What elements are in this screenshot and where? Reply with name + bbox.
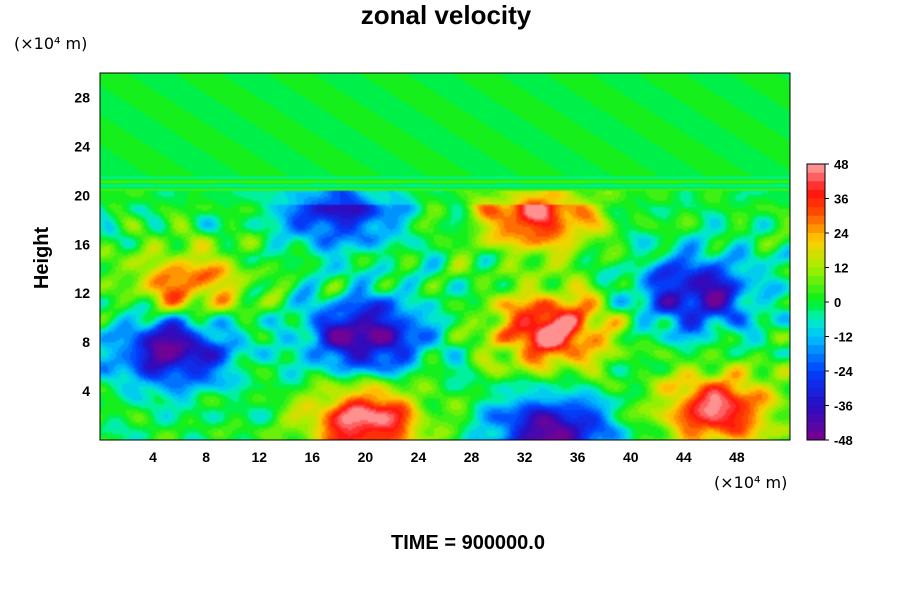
colorbar-band	[807, 310, 825, 320]
colorbar-tick-label: -36	[834, 399, 853, 414]
colorbar-band	[807, 241, 825, 251]
colorbar-tick-label: -24	[834, 364, 854, 379]
y-tick-label: 4	[82, 383, 90, 399]
x-axis-ticks: 4 8 12 16 20 24 28 32 36 40 44 48	[149, 449, 745, 465]
colorbar-band	[807, 207, 825, 216]
colorbar-ticks: -48 -36 -24 -12 0 12 24 36 48	[825, 157, 854, 448]
colorbar-band	[807, 233, 825, 242]
velocity-field	[100, 73, 790, 440]
x-tick-label: 16	[305, 449, 321, 465]
colorbar-tick-label: 12	[834, 261, 848, 276]
time-label: TIME = 900000.0	[391, 532, 545, 554]
colorbar-band	[807, 284, 825, 294]
colorbar-band	[807, 276, 825, 285]
y-tick-label: 24	[74, 138, 90, 154]
colorbar-tick-label: -12	[834, 330, 853, 345]
plot-area	[99, 72, 791, 441]
colorbar-band	[807, 414, 825, 423]
x-tick-label: 44	[676, 449, 692, 465]
y-tick-label: 20	[74, 187, 90, 203]
colorbar-tick-label: 24	[834, 226, 849, 241]
y-tick-label: 12	[74, 285, 90, 301]
colorbar-band	[807, 189, 825, 199]
colorbar-band	[807, 224, 825, 233]
x-tick-label: 4	[149, 449, 157, 465]
y-tick-label: 8	[82, 334, 90, 350]
colorbar-band	[807, 396, 825, 406]
colorbar-band	[807, 319, 825, 328]
colorbar-band	[807, 353, 825, 363]
chart-title: zonal velocity	[361, 0, 532, 30]
colorbar: -48 -36 -24 -12 0 12 24 36 48	[806, 157, 854, 448]
colorbar-band	[807, 327, 825, 337]
y-axis-title: Height	[31, 227, 53, 290]
colorbar-band	[807, 198, 825, 208]
x-unit-label: (×10⁴ m)	[714, 473, 787, 492]
colorbar-band	[807, 172, 825, 182]
colorbar-tick-label: 48	[834, 157, 848, 172]
x-tick-label: 24	[411, 449, 427, 465]
colorbar-band	[807, 302, 825, 311]
x-tick-label: 32	[517, 449, 533, 465]
colorbar-band	[807, 405, 825, 415]
colorbar-bands	[807, 164, 825, 440]
colorbar-band	[807, 164, 825, 173]
colorbar-band	[807, 371, 825, 380]
x-tick-label: 8	[202, 449, 210, 465]
y-axis-ticks: 4 8 12 16 20 24 28	[74, 89, 90, 399]
colorbar-band	[807, 267, 825, 277]
colorbar-band	[807, 293, 825, 302]
x-tick-label: 20	[358, 449, 374, 465]
colorbar-band	[807, 336, 825, 346]
colorbar-tick-label: -48	[834, 433, 853, 448]
colorbar-tick-label: 36	[834, 192, 848, 207]
colorbar-band	[807, 388, 825, 397]
colorbar-band	[807, 422, 825, 432]
y-tick-label: 16	[74, 236, 90, 252]
y-unit-label: (×10⁴ m)	[14, 34, 87, 53]
x-tick-label: 48	[729, 449, 745, 465]
colorbar-band	[807, 345, 825, 354]
y-tick-label: 28	[74, 89, 90, 105]
colorbar-band	[807, 379, 825, 389]
colorbar-tick-label: 0	[834, 295, 841, 310]
colorbar-band	[807, 362, 825, 371]
colorbar-band	[807, 431, 825, 440]
x-tick-label: 28	[464, 449, 480, 465]
x-tick-label: 12	[251, 449, 267, 465]
x-tick-label: 36	[570, 449, 586, 465]
colorbar-band	[807, 181, 825, 190]
colorbar-band	[807, 250, 825, 259]
colorbar-band	[807, 215, 825, 225]
plot-frame	[99, 72, 791, 441]
x-tick-label: 40	[623, 449, 639, 465]
colorbar-band	[807, 258, 825, 268]
